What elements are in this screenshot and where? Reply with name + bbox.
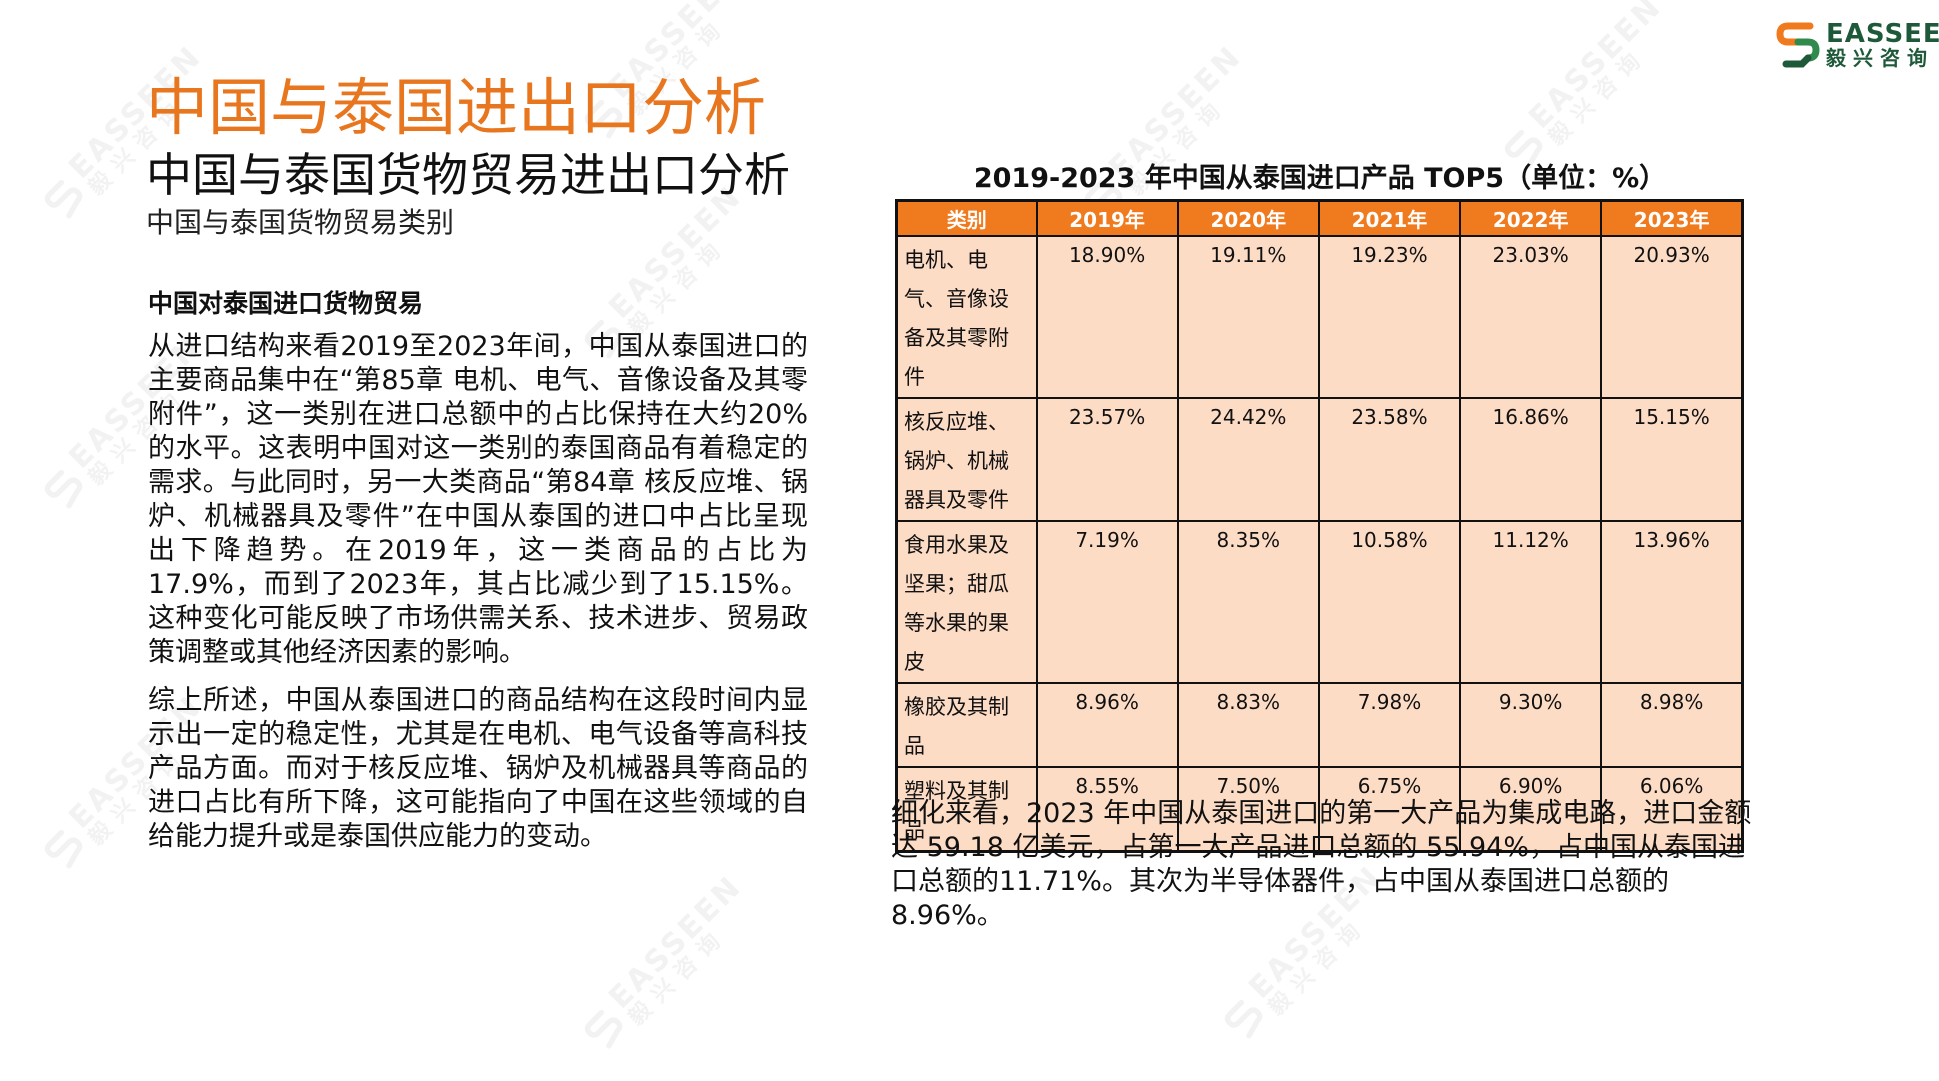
table-value-cell: 13.96% bbox=[1600, 520, 1744, 684]
table-header-cell: 2019年 bbox=[1035, 199, 1179, 237]
left-paragraph-2: 综上所述，中国从泰国进口的商品结构在这段时间内显示出一定的稳定性，尤其是在电机、… bbox=[148, 685, 808, 852]
watermark-s-icon bbox=[44, 179, 83, 219]
table-value-cell: 6.06% bbox=[1600, 766, 1744, 853]
left-heading: 中国对泰国进口货物贸易 bbox=[148, 289, 424, 318]
table-value-cell: 23.57% bbox=[1035, 397, 1179, 522]
section-subtitle: 中国与泰国货物贸易类别 bbox=[146, 206, 455, 239]
table-title: 2019-2023 年中国从泰国进口产品 TOP5（单位：%） bbox=[973, 163, 1667, 194]
table-header-row: 类别 2019年 2020年 2021年 2022年 2023年 bbox=[895, 199, 1744, 237]
table-value-cell: 20.93% bbox=[1600, 235, 1744, 399]
table-value-cell: 8.35% bbox=[1176, 520, 1320, 684]
table-value-cell: 15.15% bbox=[1600, 397, 1744, 522]
table-value-cell: 23.58% bbox=[1317, 397, 1462, 522]
table-row: 核反应堆、锅炉、机械器具及零件 23.57% 24.42% 23.58% 16.… bbox=[895, 397, 1744, 522]
table-category-cell: 橡胶及其制品 bbox=[895, 682, 1038, 768]
logo-chinese-text: 毅兴咨询 bbox=[1826, 45, 1934, 70]
brand-logo: EASSEEN 毅兴咨询 bbox=[1776, 20, 1939, 70]
table-value-cell: 24.42% bbox=[1176, 397, 1320, 522]
table-value-cell: 6.75% bbox=[1317, 766, 1462, 853]
table-value-cell: 8.55% bbox=[1035, 766, 1179, 853]
logo-s-icon bbox=[1776, 22, 1820, 68]
watermark-s-icon bbox=[584, 1009, 623, 1049]
table-value-cell: 7.50% bbox=[1176, 766, 1320, 853]
table-row: 电机、电气、音像设备及其零附件 18.90% 19.11% 19.23% 23.… bbox=[895, 235, 1744, 399]
table-value-cell: 7.98% bbox=[1317, 682, 1462, 768]
import-table: 类别 2019年 2020年 2021年 2022年 2023年 电机、电气、音… bbox=[895, 199, 1744, 853]
left-text-column: 中国对泰国进口货物贸易 从进口结构来看2019至2023年间，中国从泰国进口的主… bbox=[148, 284, 808, 868]
right-paragraph: 细化来看，2023 年中国从泰国进口的第一大产品为集成电路，进口金额达 59.1… bbox=[891, 798, 1752, 931]
table-value-cell: 6.90% bbox=[1459, 766, 1603, 853]
table-value-cell: 10.58% bbox=[1317, 520, 1462, 684]
table-value-cell: 7.19% bbox=[1035, 520, 1179, 684]
table-category-cell: 食用水果及坚果；甜瓜等水果的果皮 bbox=[895, 520, 1038, 684]
left-paragraph-1: 从进口结构来看2019至2023年间，中国从泰国进口的主要商品集中在“第85章 … bbox=[148, 331, 808, 668]
table-value-cell: 8.98% bbox=[1600, 682, 1744, 768]
table-header-cell: 2022年 bbox=[1459, 199, 1603, 237]
page-subtitle: 中国与泰国货物贸易进出口分析 bbox=[146, 148, 790, 202]
table-row: 橡胶及其制品 8.96% 8.83% 7.98% 9.30% 8.98% bbox=[895, 682, 1744, 768]
table-category-cell: 塑料及其制品 bbox=[895, 766, 1038, 853]
table-header-cell: 类别 bbox=[895, 199, 1038, 237]
table-value-cell: 16.86% bbox=[1459, 397, 1603, 522]
table-header-cell: 2021年 bbox=[1317, 199, 1462, 237]
table-value-cell: 23.03% bbox=[1459, 235, 1603, 399]
table-value-cell: 11.12% bbox=[1459, 520, 1603, 684]
table-value-cell: 8.83% bbox=[1176, 682, 1320, 768]
table-value-cell: 9.30% bbox=[1459, 682, 1603, 768]
logo-english-text: EASSEEN bbox=[1826, 18, 1939, 49]
table-header-cell: 2023年 bbox=[1600, 199, 1744, 237]
table-row: 食用水果及坚果；甜瓜等水果的果皮 7.19% 8.35% 10.58% 11.1… bbox=[895, 520, 1744, 684]
table-row: 塑料及其制品 8.55% 7.50% 6.75% 6.90% 6.06% bbox=[895, 766, 1744, 853]
table-value-cell: 19.23% bbox=[1317, 235, 1462, 399]
watermark-s-icon bbox=[1224, 999, 1263, 1039]
table-value-cell: 8.96% bbox=[1035, 682, 1179, 768]
table-category-cell: 核反应堆、锅炉、机械器具及零件 bbox=[895, 397, 1038, 522]
watermark-s-icon bbox=[44, 829, 83, 869]
table-header-cell: 2020年 bbox=[1176, 199, 1320, 237]
table-category-cell: 电机、电气、音像设备及其零附件 bbox=[895, 235, 1038, 399]
table-value-cell: 19.11% bbox=[1176, 235, 1320, 399]
table-value-cell: 18.90% bbox=[1035, 235, 1179, 399]
watermark-s-icon bbox=[44, 469, 83, 509]
page-title: 中国与泰国进出口分析 bbox=[146, 71, 767, 144]
